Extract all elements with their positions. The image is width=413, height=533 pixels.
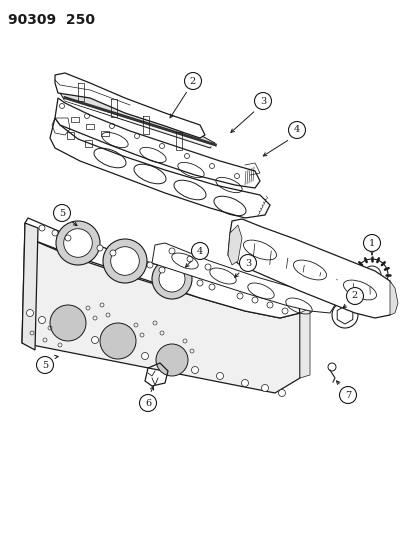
Circle shape <box>236 293 242 299</box>
Polygon shape <box>389 281 397 315</box>
Circle shape <box>331 302 357 328</box>
Polygon shape <box>152 243 334 313</box>
Circle shape <box>281 308 287 314</box>
Circle shape <box>278 390 285 397</box>
Polygon shape <box>22 223 299 393</box>
Circle shape <box>39 225 45 231</box>
Circle shape <box>50 305 86 341</box>
Polygon shape <box>55 98 259 188</box>
Circle shape <box>216 373 223 379</box>
Circle shape <box>355 259 387 291</box>
Circle shape <box>26 310 33 317</box>
Text: 90309  250: 90309 250 <box>8 13 95 27</box>
Text: 5: 5 <box>42 360 48 369</box>
Circle shape <box>55 324 62 330</box>
Polygon shape <box>55 73 204 138</box>
Text: 3: 3 <box>259 96 266 106</box>
Circle shape <box>141 352 148 359</box>
Polygon shape <box>228 225 242 265</box>
Text: 4: 4 <box>197 246 203 255</box>
Circle shape <box>166 359 173 367</box>
Circle shape <box>64 229 92 257</box>
Circle shape <box>159 267 165 273</box>
Text: 7: 7 <box>344 391 350 400</box>
Circle shape <box>147 262 153 268</box>
Circle shape <box>53 205 70 222</box>
Circle shape <box>38 317 45 324</box>
Polygon shape <box>60 88 214 148</box>
Circle shape <box>241 379 248 386</box>
Circle shape <box>71 329 78 336</box>
Circle shape <box>288 122 305 139</box>
Circle shape <box>239 254 256 271</box>
Circle shape <box>152 259 192 299</box>
Circle shape <box>65 235 71 241</box>
Text: 2: 2 <box>190 77 196 85</box>
Circle shape <box>184 72 201 90</box>
Circle shape <box>156 344 188 376</box>
Circle shape <box>139 394 156 411</box>
Polygon shape <box>299 308 309 378</box>
Text: 6: 6 <box>145 399 151 408</box>
Circle shape <box>346 287 363 304</box>
Text: 3: 3 <box>244 259 251 268</box>
Circle shape <box>100 323 136 359</box>
Circle shape <box>159 266 185 292</box>
Circle shape <box>110 247 139 276</box>
Circle shape <box>36 357 53 374</box>
Circle shape <box>252 297 257 303</box>
Circle shape <box>261 384 268 392</box>
Circle shape <box>103 239 147 283</box>
Circle shape <box>97 245 103 251</box>
Polygon shape <box>25 218 299 318</box>
Polygon shape <box>22 223 38 350</box>
Circle shape <box>197 280 202 286</box>
Circle shape <box>52 230 58 236</box>
Circle shape <box>116 344 123 351</box>
Circle shape <box>339 386 356 403</box>
Text: 5: 5 <box>59 208 65 217</box>
Circle shape <box>254 93 271 109</box>
Circle shape <box>110 250 116 256</box>
Circle shape <box>266 302 272 308</box>
Circle shape <box>91 336 98 343</box>
Text: 4: 4 <box>293 125 299 134</box>
Circle shape <box>191 367 198 374</box>
Circle shape <box>363 235 380 252</box>
Polygon shape <box>228 219 394 318</box>
Circle shape <box>191 243 208 260</box>
Text: 2: 2 <box>351 292 357 301</box>
Circle shape <box>209 284 214 290</box>
Circle shape <box>56 221 100 265</box>
Text: 1: 1 <box>368 238 374 247</box>
Polygon shape <box>50 118 269 218</box>
